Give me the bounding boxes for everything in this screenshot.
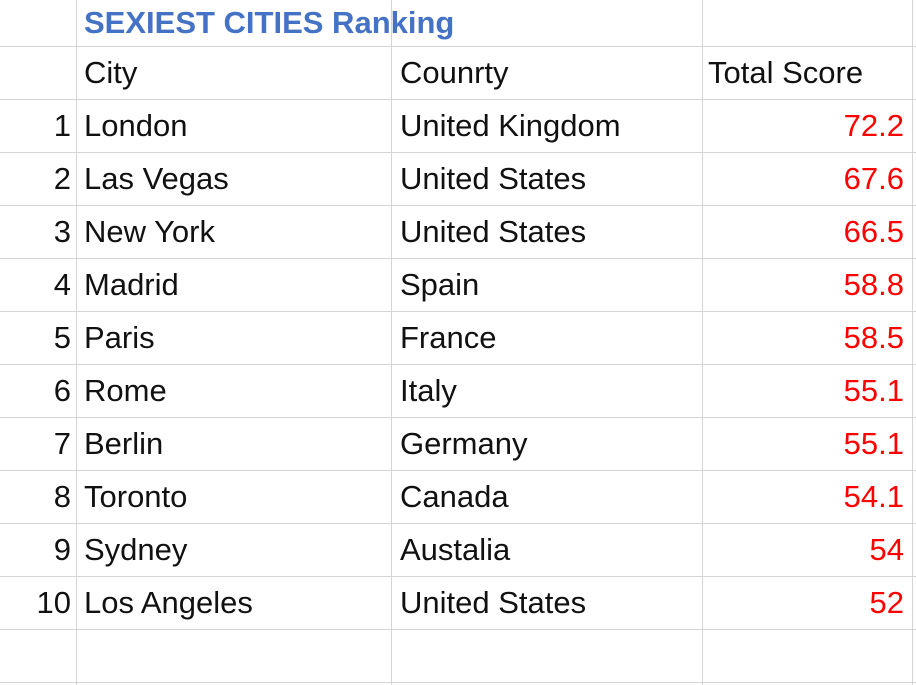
- city-cell[interactable]: Las Vegas: [84, 161, 229, 196]
- grid-line: [391, 0, 392, 685]
- grid-line: [0, 417, 916, 418]
- country-cell[interactable]: United States: [400, 161, 587, 196]
- city-cell[interactable]: Berlin: [84, 426, 164, 461]
- grid-line: [0, 470, 916, 471]
- city-cell[interactable]: Rome: [84, 373, 167, 408]
- grid-line: [0, 46, 916, 47]
- grid-line: [0, 523, 916, 524]
- grid-line: [0, 205, 916, 206]
- city-cell[interactable]: Sydney: [84, 532, 188, 567]
- country-cell[interactable]: United States: [400, 585, 587, 620]
- grid-line: [0, 311, 916, 312]
- rank-cell[interactable]: 10: [36, 585, 71, 620]
- city-cell[interactable]: Toronto: [84, 479, 188, 514]
- grid-line: [912, 0, 913, 685]
- country-cell[interactable]: Italy: [400, 373, 457, 408]
- rank-cell[interactable]: 8: [53, 479, 71, 514]
- grid-line: [0, 99, 916, 100]
- city-cell[interactable]: Los Angeles: [84, 585, 253, 620]
- city-cell[interactable]: Paris: [84, 320, 155, 355]
- score-cell[interactable]: 58.8: [843, 267, 904, 302]
- header-country[interactable]: Counrty: [400, 55, 509, 90]
- grid-line: [702, 0, 703, 685]
- header-total-score[interactable]: Total Score: [708, 55, 864, 90]
- rank-cell[interactable]: 1: [53, 108, 71, 143]
- rank-cell[interactable]: 9: [53, 532, 71, 567]
- score-cell[interactable]: 52: [869, 585, 904, 620]
- country-cell[interactable]: Spain: [400, 267, 480, 302]
- country-cell[interactable]: Austalia: [400, 532, 511, 567]
- country-cell[interactable]: France: [400, 320, 497, 355]
- grid-line: [0, 629, 916, 630]
- header-city[interactable]: City: [84, 55, 138, 90]
- score-cell[interactable]: 54.1: [843, 479, 904, 514]
- grid-line: [0, 364, 916, 365]
- grid-line: [76, 0, 77, 685]
- score-cell[interactable]: 55.1: [843, 426, 904, 461]
- score-cell[interactable]: 55.1: [843, 373, 904, 408]
- country-cell[interactable]: Canada: [400, 479, 509, 514]
- grid-line: [0, 576, 916, 577]
- rank-cell[interactable]: 5: [53, 320, 71, 355]
- score-cell[interactable]: 58.5: [843, 320, 904, 355]
- country-cell[interactable]: United Kingdom: [400, 108, 621, 143]
- score-cell[interactable]: 54: [869, 532, 904, 567]
- country-cell[interactable]: Germany: [400, 426, 528, 461]
- grid-line: [0, 682, 916, 683]
- city-cell[interactable]: Madrid: [84, 267, 179, 302]
- city-cell[interactable]: New York: [84, 214, 215, 249]
- city-cell[interactable]: London: [84, 108, 188, 143]
- rank-cell[interactable]: 4: [53, 267, 71, 302]
- score-cell[interactable]: 72.2: [843, 108, 904, 143]
- rank-cell[interactable]: 7: [53, 426, 71, 461]
- rank-cell[interactable]: 3: [53, 214, 71, 249]
- rank-cell[interactable]: 6: [53, 373, 71, 408]
- grid-line: [0, 152, 916, 153]
- score-cell[interactable]: 67.6: [843, 161, 904, 196]
- grid-line: [0, 258, 916, 259]
- score-cell[interactable]: 66.5: [843, 214, 904, 249]
- rank-cell[interactable]: 2: [53, 161, 71, 196]
- sheet-title[interactable]: SEXIEST CITIES Ranking: [84, 5, 455, 40]
- country-cell[interactable]: United States: [400, 214, 587, 249]
